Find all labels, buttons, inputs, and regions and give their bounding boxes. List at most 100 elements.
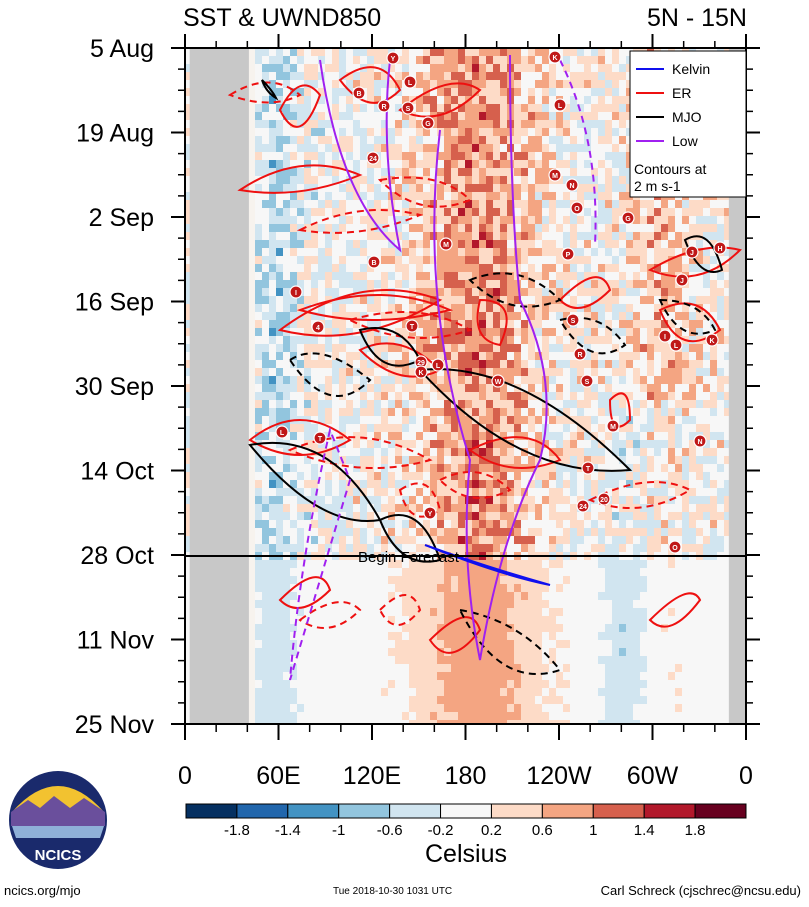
contour-line: [296, 294, 454, 321]
storm-marker: J: [675, 273, 689, 287]
colorbar-tick-label: -1.4: [275, 822, 301, 839]
contour-line: [683, 235, 724, 273]
storm-label: T: [586, 466, 591, 473]
storm-marker: H: [713, 241, 727, 255]
storm-marker: S: [580, 374, 594, 388]
storm-label: L: [408, 80, 413, 87]
colorbar-swatch: [592, 803, 645, 819]
colorbar-swatch: [643, 803, 696, 819]
x-tick-label: 0: [178, 762, 192, 790]
y-axis: 5 Aug 19 Aug 2 Sep 16 Sep 30 Sep 14 Oct 28 Oct…: [75, 35, 760, 739]
storm-label: O: [672, 545, 678, 552]
colorbar-swatch: [541, 803, 594, 819]
contour-line: [587, 481, 693, 509]
storm-label: T: [410, 324, 415, 331]
contour-line: [298, 601, 362, 629]
y-tick-label: 19 Aug: [76, 120, 154, 148]
contour-line: [608, 392, 632, 428]
storm-label: S: [406, 106, 411, 113]
contour-line: [458, 608, 562, 675]
x-tick-label: 120E: [343, 762, 401, 790]
contour-line: [248, 419, 352, 456]
y-tick-label: 16 Sep: [75, 289, 154, 317]
y-tick-label: 28 Oct: [80, 542, 154, 570]
storm-label: S: [571, 318, 576, 325]
wave-contours: [227, 54, 742, 681]
storm-marker: K: [705, 333, 719, 347]
storm-label: L: [558, 103, 563, 110]
y-tick-label: 11 Nov: [77, 627, 155, 655]
storm-label: S: [585, 379, 590, 386]
storm-marker: R: [573, 347, 587, 361]
storm-marker: Y: [386, 51, 400, 65]
storm-marker: 4: [311, 320, 325, 334]
storm-label: J: [690, 250, 694, 257]
forecast-label: Begin Forecast: [358, 549, 460, 566]
storm-marker: T: [313, 431, 327, 445]
contour-line: [428, 616, 482, 654]
legend: Kelvin ER MJO Low Contours at 2 m s-1: [629, 50, 747, 198]
storm-label: N: [697, 439, 702, 446]
storm-label: 24: [369, 156, 377, 163]
storm-label: L: [280, 430, 285, 437]
colorbar-swatch: [440, 803, 492, 819]
storm-label: K: [709, 338, 714, 345]
storm-marker: O: [668, 540, 682, 554]
contour-line: [398, 482, 442, 518]
storm-marker: L: [403, 75, 417, 89]
contour-line: [438, 471, 512, 499]
storm-marker: 24: [366, 151, 380, 165]
colorbar-tick-label: 1.4: [634, 822, 655, 839]
contour-line: [278, 576, 332, 609]
storm-marker: I: [658, 329, 672, 343]
colorbar-tick-label: 0.6: [532, 822, 553, 839]
storm-label: N: [569, 183, 574, 190]
colorbar-swatch: [338, 803, 391, 819]
storm-label: P: [566, 252, 571, 259]
storm-marker: M: [548, 168, 562, 182]
y-tick-label: 25 Nov: [75, 711, 155, 739]
storm-label: H: [717, 246, 722, 253]
storm-label: 24: [579, 504, 587, 511]
storm-markers: Y L B R S G 24 M B I 4 T 29 L K W L T Y K L M N O P S R S M T 24 20 N G J H…: [275, 50, 727, 554]
contour-line: [417, 368, 633, 472]
storm-marker: J: [685, 245, 699, 259]
storm-marker: K: [548, 50, 562, 64]
x-tick-label: 120W: [526, 762, 592, 790]
colorbar-tick-label: -0.6: [377, 822, 403, 839]
storm-label: R: [381, 104, 386, 111]
storm-label: K: [418, 370, 423, 377]
region-label: 5N - 15N: [647, 4, 747, 32]
storm-marker: 24: [576, 499, 590, 513]
storm-marker: G: [621, 211, 635, 225]
colorbar-tick-label: -1.8: [224, 822, 250, 839]
storm-label: G: [425, 121, 431, 128]
contour-line: [658, 302, 722, 343]
storm-label: J: [680, 278, 684, 285]
storm-label: 20: [600, 497, 608, 504]
contour-line: [378, 514, 442, 563]
contour-line: [296, 209, 424, 234]
storm-marker: T: [581, 461, 595, 475]
storm-label: K: [552, 55, 557, 62]
colorbar: -1.8 -1.4 -1 -0.6 -0.2 0.2 0.6 1 1.4 1.8: [185, 803, 747, 839]
storm-label: M: [610, 424, 616, 431]
x-tick-label: 60E: [256, 762, 300, 790]
legend-note-1: Contours at: [634, 161, 706, 177]
storm-marker: G: [421, 116, 435, 130]
legend-entry: ER: [672, 85, 691, 101]
contour-line: [378, 594, 422, 626]
contour-line: [558, 316, 627, 355]
storm-marker: S: [566, 313, 580, 327]
credit: Carl Schreck (cjschrec@ncsu.edu): [600, 883, 801, 898]
storm-marker: B: [352, 86, 366, 100]
colorbar-tick-label: 1: [589, 822, 597, 839]
y-tick-label: 2 Sep: [89, 204, 154, 232]
contour-line: [398, 82, 482, 118]
logo-text: NCICS: [35, 847, 82, 864]
colorbar-swatch: [389, 803, 442, 819]
colorbar-tick-label: -1: [332, 822, 345, 839]
storm-label: Y: [391, 56, 396, 63]
colorbar-swatch: [287, 803, 340, 819]
storm-marker: Y: [423, 506, 437, 520]
